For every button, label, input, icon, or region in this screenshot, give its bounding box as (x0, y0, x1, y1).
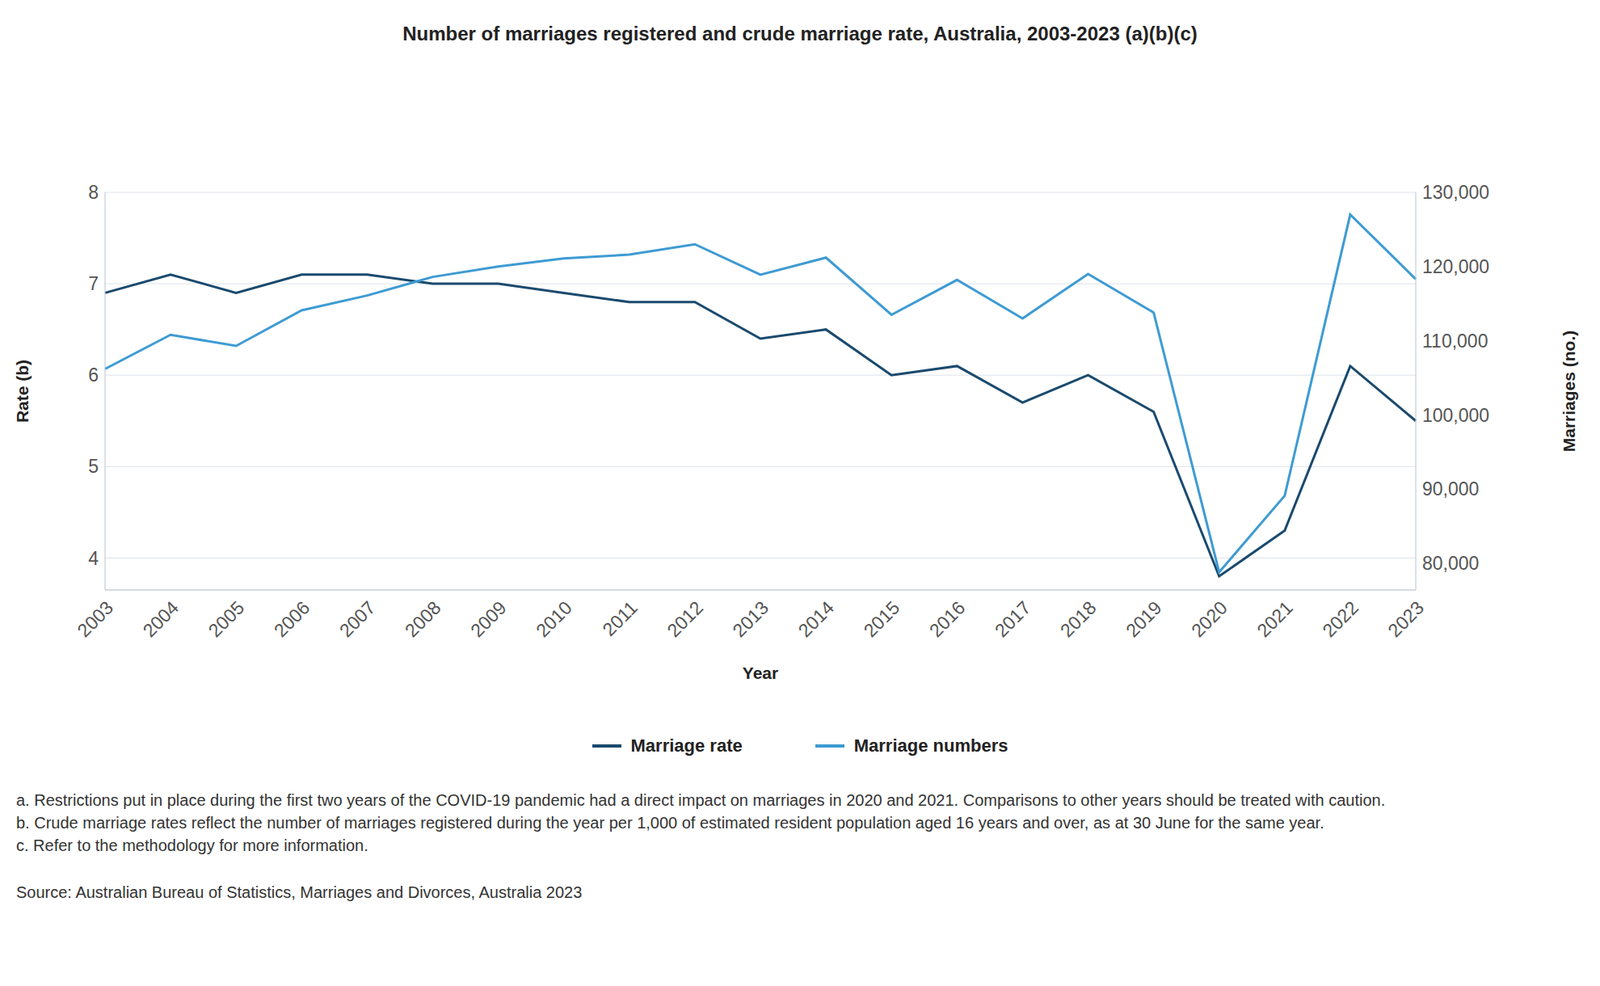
svg-text:Year: Year (742, 663, 779, 679)
svg-text:2010: 2010 (531, 597, 577, 642)
svg-text:2020: 2020 (1187, 597, 1232, 642)
svg-text:2012: 2012 (662, 597, 708, 642)
svg-text:130,000: 130,000 (1422, 181, 1490, 203)
svg-text:2019: 2019 (1121, 597, 1167, 642)
svg-text:100,000: 100,000 (1422, 404, 1490, 426)
html-text:Source: Australian Bureau of S: Source: Australian Bureau of Statistics,… (16, 883, 583, 902)
svg-text:2016: 2016 (925, 597, 970, 642)
svg-text:2009: 2009 (466, 597, 511, 642)
svg-text:2007: 2007 (335, 597, 380, 642)
svg-text:2005: 2005 (204, 597, 249, 642)
svg-text:2015: 2015 (859, 597, 905, 642)
html-text:b. Crude marriage rates reflec: b. Crude marriage rates reflect the numb… (16, 813, 1325, 832)
svg-text:Rate (b): Rate (b) (12, 359, 32, 423)
svg-text:90,000: 90,000 (1422, 478, 1479, 500)
svg-text:2018: 2018 (1056, 597, 1101, 642)
html-text:a. Restrictions put in place d: a. Restrictions put in place during the … (16, 791, 1386, 809)
svg-text:2011: 2011 (598, 597, 642, 640)
svg-text:2004: 2004 (138, 597, 184, 642)
svg-text:7: 7 (88, 273, 99, 295)
html-text:Marriage rate: Marriage rate (630, 735, 743, 756)
svg-text:2013: 2013 (728, 597, 774, 642)
html-text:Number of marriages registered: Number of marriages registered and crude… (402, 22, 1198, 45)
svg-text:Marriages (no.): Marriages (no.) (1559, 330, 1579, 453)
svg-text:4: 4 (88, 547, 99, 569)
html-text:c. Refer to the methodology fo: c. Refer to the methodology for more inf… (16, 836, 369, 855)
svg-text:120,000: 120,000 (1422, 256, 1490, 278)
svg-text:2017: 2017 (990, 597, 1036, 642)
svg-text:80,000: 80,000 (1422, 552, 1479, 574)
svg-text:110,000: 110,000 (1422, 330, 1488, 352)
svg-text:2003: 2003 (73, 597, 118, 642)
svg-text:2022: 2022 (1317, 597, 1363, 642)
svg-text:8: 8 (88, 181, 99, 203)
svg-text:2023: 2023 (1384, 597, 1429, 642)
svg-text:5: 5 (88, 455, 99, 477)
html-text:Marriage numbers: Marriage numbers (853, 735, 1009, 756)
svg-text:6: 6 (88, 364, 99, 386)
svg-text:2008: 2008 (400, 597, 446, 642)
svg-text:2021: 2021 (1252, 597, 1297, 642)
svg-text:2006: 2006 (269, 597, 315, 642)
svg-text:2014: 2014 (794, 597, 839, 642)
